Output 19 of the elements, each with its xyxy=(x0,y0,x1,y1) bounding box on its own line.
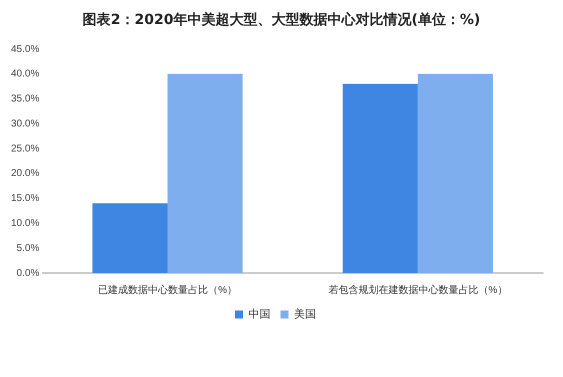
y-tick-label: 0.0% xyxy=(16,268,40,279)
y-tick-label: 35.0% xyxy=(10,94,40,105)
bar xyxy=(342,84,418,273)
y-tick-label: 25.0% xyxy=(10,143,40,154)
y-tick-label: 40.0% xyxy=(10,68,40,80)
bar xyxy=(92,203,168,273)
y-tick-label: 45.0% xyxy=(10,44,40,55)
y-tick-label: 20.0% xyxy=(10,168,40,180)
bar xyxy=(418,74,493,273)
chart-title: 图表2：2020年中美超大型、大型数据中心对比情况(单位：%) xyxy=(82,10,482,30)
y-tick-label: 10.0% xyxy=(10,218,40,229)
y-tick-label: 30.0% xyxy=(10,118,40,130)
x-tick-label: 若包含规划在建数据中心数量占比（%） xyxy=(328,284,508,296)
bar xyxy=(168,74,243,273)
legend-label: 美国 xyxy=(294,308,316,321)
x-tick-label: 已建成数据中心数量占比（%） xyxy=(98,284,237,296)
y-tick-label: 15.0% xyxy=(10,193,40,204)
legend-label: 中国 xyxy=(248,308,270,321)
y-tick-label: 5.0% xyxy=(16,242,40,254)
